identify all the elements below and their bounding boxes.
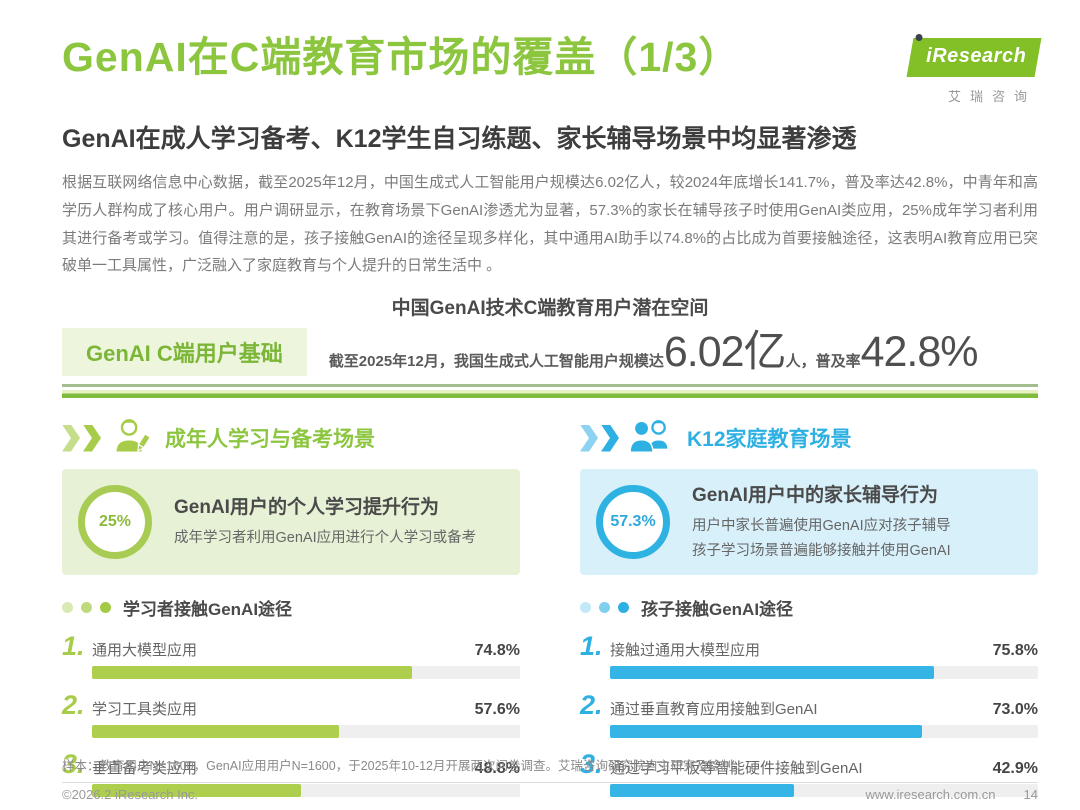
k12-chart-title: 孩子接触GenAI途径 bbox=[641, 600, 794, 619]
bar-category-label: 通过垂直教育应用接触到GenAI bbox=[610, 701, 818, 718]
rank-label: 3. bbox=[62, 749, 85, 779]
bar-track bbox=[610, 784, 1038, 797]
double-chevron-icon bbox=[580, 424, 619, 452]
bar-row: 3. 垂直备考类应用 48.8% bbox=[62, 751, 520, 797]
bar-track bbox=[92, 725, 520, 738]
adult-box-line: 成年学习者利用GenAI应用进行个人学习或备考 bbox=[174, 530, 477, 547]
bar-row: 1. 接触过通用大模型应用 75.8% bbox=[580, 633, 1038, 679]
k12-stat-circle: 57.3% bbox=[596, 485, 670, 559]
k12-chart-header: 孩子接触GenAI途径 bbox=[580, 595, 1038, 620]
footer-divider bbox=[62, 782, 1038, 783]
page-number: 14 bbox=[1023, 787, 1038, 802]
header: GenAI在C端教育市场的覆盖（1/3） iResearch 艾瑞咨询 bbox=[62, 34, 1042, 105]
bar-fill bbox=[610, 666, 935, 679]
family-students-icon bbox=[628, 418, 674, 459]
dot-icon bbox=[599, 602, 610, 613]
adult-box-title: GenAI用户的个人学习提升行为 bbox=[174, 497, 439, 519]
rank-label: 1. bbox=[62, 631, 85, 661]
user-base-penetration-rate: 42.8% bbox=[860, 327, 979, 376]
sample-footnote: 样本：教育用户N=1600，GenAI应用用户N=1600，于2025年10-1… bbox=[62, 759, 746, 773]
dot-icon bbox=[100, 602, 111, 613]
user-base-strip: GenAI C端用户基础 截至2025年12月，我国生成式人工智能用户规模达 6… bbox=[62, 328, 1038, 376]
bar-category-label: 通过学习平板等智能硬件接触到GenAI bbox=[610, 760, 863, 777]
intro-paragraph: 根据互联网络信息中心数据，截至2025年12月，中国生成式人工智能用户规模达6.… bbox=[62, 174, 1038, 275]
website-url: www.iresearch.com.cn bbox=[865, 787, 996, 802]
bar-fill bbox=[92, 666, 413, 679]
bar-track bbox=[92, 784, 520, 797]
bar-value-label: 42.9% bbox=[992, 760, 1038, 777]
bar-row: 3. 通过学习平板等智能硬件接触到GenAI 42.9% bbox=[580, 751, 1038, 797]
user-base-stats: 截至2025年12月，我国生成式人工智能用户规模达 6.02亿 人，普及率 42… bbox=[328, 327, 979, 376]
page-title: GenAI在C端教育市场的覆盖（1/3） bbox=[62, 34, 741, 80]
adult-learner-icon bbox=[110, 418, 152, 459]
logo-dot-icon bbox=[915, 34, 923, 41]
bar-fill bbox=[610, 784, 794, 797]
bar-category-label: 学习工具类应用 bbox=[92, 701, 198, 718]
k12-family-column: K12家庭教育场景 57.3% GenAI用户中的家长辅导行为 用户中家长普遍使… bbox=[580, 416, 1038, 797]
k12-section-header: K12家庭教育场景 bbox=[580, 416, 1038, 460]
bar-fill bbox=[92, 784, 301, 797]
dot-icon bbox=[618, 602, 629, 613]
double-chevron-icon bbox=[62, 424, 101, 452]
rank-label: 2. bbox=[580, 690, 603, 720]
user-base-label: GenAI C端用户基础 bbox=[62, 328, 307, 376]
k12-section-title: K12家庭教育场景 bbox=[687, 428, 852, 451]
adult-learning-column: 成年人学习与备考场景 25% GenAI用户的个人学习提升行为 成年学习者利用G… bbox=[62, 416, 520, 797]
bar-row: 2. 通过垂直教育应用接触到GenAI 73.0% bbox=[580, 692, 1038, 738]
adult-chart-title: 学习者接触GenAI途径 bbox=[123, 600, 293, 619]
bar-fill bbox=[92, 725, 339, 738]
adult-section-title: 成年人学习与备考场景 bbox=[165, 428, 375, 451]
bar-value-label: 75.8% bbox=[992, 642, 1038, 659]
divider-thin-green bbox=[62, 384, 1038, 387]
adult-section-header: 成年人学习与备考场景 bbox=[62, 416, 520, 460]
user-base-mid-text: 人，普及率 bbox=[785, 352, 861, 370]
page-subtitle: GenAI在成人学习备考、K12学生自习练题、家长辅导场景中均显著渗透 bbox=[62, 125, 857, 153]
user-base-big-number: 6.02亿 bbox=[663, 327, 787, 376]
dot-icon bbox=[62, 602, 73, 613]
bar-category-label: 接触过通用大模型应用 bbox=[610, 642, 761, 659]
bar-value-label: 73.0% bbox=[992, 701, 1038, 718]
rank-label: 1. bbox=[580, 631, 603, 661]
copyright-text: ©2026.2 iResearch Inc. bbox=[62, 787, 199, 802]
dot-icon bbox=[81, 602, 92, 613]
divider-thick-green bbox=[62, 390, 1038, 398]
rank-label: 2. bbox=[62, 690, 85, 720]
bar-value-label: 57.6% bbox=[474, 701, 520, 718]
bar-fill bbox=[610, 725, 923, 738]
adult-chart-header: 学习者接触GenAI途径 bbox=[62, 595, 520, 620]
adult-info-box: 25% GenAI用户的个人学习提升行为 成年学习者利用GenAI应用进行个人学… bbox=[62, 469, 520, 575]
k12-info-box: 57.3% GenAI用户中的家长辅导行为 用户中家长普遍使用GenAI应对孩子… bbox=[580, 469, 1038, 575]
bar-category-label: 垂直备考类应用 bbox=[92, 760, 198, 777]
bar-track bbox=[610, 666, 1038, 679]
bar-category-label: 通用大模型应用 bbox=[92, 642, 198, 659]
bar-value-label: 74.8% bbox=[474, 642, 520, 659]
rank-label: 3. bbox=[580, 749, 603, 779]
section-title: 中国GenAI技术C端教育用户潜在空间 bbox=[391, 298, 709, 319]
logo-brand-text: iResearch bbox=[926, 45, 1027, 67]
bar-value-label: 48.8% bbox=[474, 760, 520, 777]
bar-track bbox=[92, 666, 520, 679]
k12-box-line: 用户中家长普遍使用GenAI应对孩子辅导 bbox=[692, 517, 951, 534]
user-base-prefix: 截至2025年12月，我国生成式人工智能用户规模达 bbox=[328, 352, 664, 370]
bar-row: 2. 学习工具类应用 57.6% bbox=[62, 692, 520, 738]
bar-row: 1. 通用大模型应用 74.8% bbox=[62, 633, 520, 679]
k12-box-title: GenAI用户中的家长辅导行为 bbox=[692, 484, 938, 506]
adult-stat-circle: 25% bbox=[78, 485, 152, 559]
dot-icon bbox=[580, 602, 591, 613]
k12-box-line: 孩子学习场景普遍能够接触并使用GenAI bbox=[692, 543, 951, 559]
iresearch-logo: iResearch 艾瑞咨询 bbox=[906, 34, 1042, 105]
logo-mark: iResearch bbox=[906, 34, 1042, 77]
bar-track bbox=[610, 725, 1038, 738]
footer: ©2026.2 iResearch Inc. www.iresearch.com… bbox=[62, 787, 1038, 802]
logo-chinese-name: 艾瑞咨询 bbox=[947, 89, 1036, 104]
